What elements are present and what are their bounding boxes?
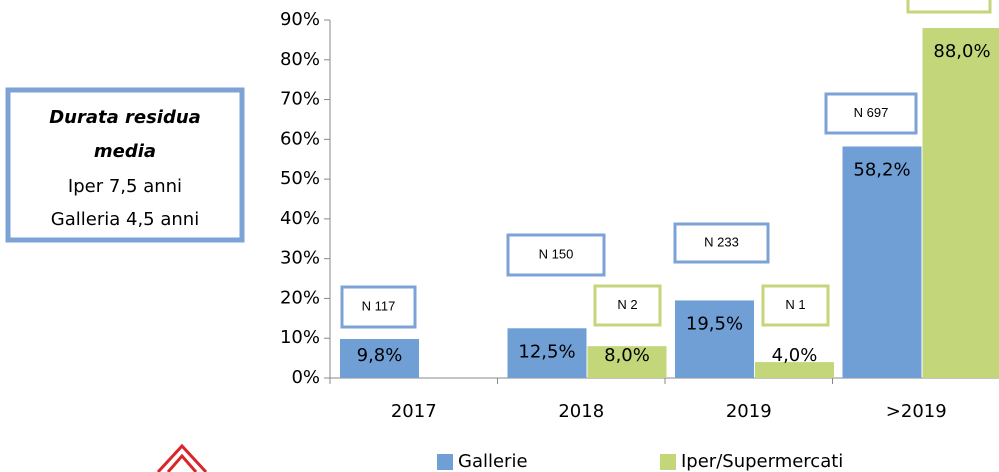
annotation: N 2 [617,297,637,312]
bar [340,339,419,378]
x-tick-label: 2017 [391,401,437,422]
y-tick-label: 60% [280,128,320,149]
x-tick-label: >2019 [886,401,947,422]
annotation: N 233 [704,234,739,249]
annotation-box [824,92,918,135]
value-label: 58,2% [853,159,910,180]
y-tick-label: 0% [291,367,320,388]
bar [922,27,999,378]
bar [842,146,922,378]
legend-label: Gallerie [458,451,528,472]
legend-label: Iper/Supermercati [681,451,843,472]
y-tick-label: 70% [280,89,320,110]
x-tick-label: 2018 [558,401,604,422]
y-tick-label: 20% [280,287,320,308]
value-label: 19,5% [686,313,743,334]
value-label: 8,0% [604,345,650,366]
bar [587,346,667,378]
note-line: Iper 7,5 anni [68,176,182,197]
value-label: 4,0% [772,345,818,366]
value-label: 12,5% [518,341,575,362]
y-tick-label: 80% [280,49,320,70]
y-tick-label: 40% [280,208,320,229]
annotation: N 697 [854,105,889,120]
annotation: N 150 [539,246,574,261]
x-tick-label: 2019 [726,401,772,422]
annotation-box [673,222,770,264]
legend-swatch [437,454,453,470]
y-tick-label: 90% [280,9,320,30]
bar [675,300,754,378]
annotation-box [761,284,830,327]
bar [507,328,587,378]
annotation-box [506,233,606,277]
y-tick-label: 30% [280,248,320,269]
note-title: media [94,141,156,162]
value-label: 88,0% [933,41,990,62]
annotation: N 1 [785,297,805,312]
note-box [5,87,245,243]
bar [755,362,834,378]
note-title: Durata residua [49,107,201,128]
value-label: 9,8% [357,345,403,366]
y-tick-label: 10% [280,327,320,348]
logo [156,443,208,472]
annotation-box [340,285,417,329]
note-line: Galleria 4,5 anni [51,209,199,230]
annotation: N 117 [362,298,396,313]
legend-swatch [660,454,676,470]
annotation-box [906,0,992,14]
y-tick-label: 50% [280,168,320,189]
annotation-box [593,284,662,327]
